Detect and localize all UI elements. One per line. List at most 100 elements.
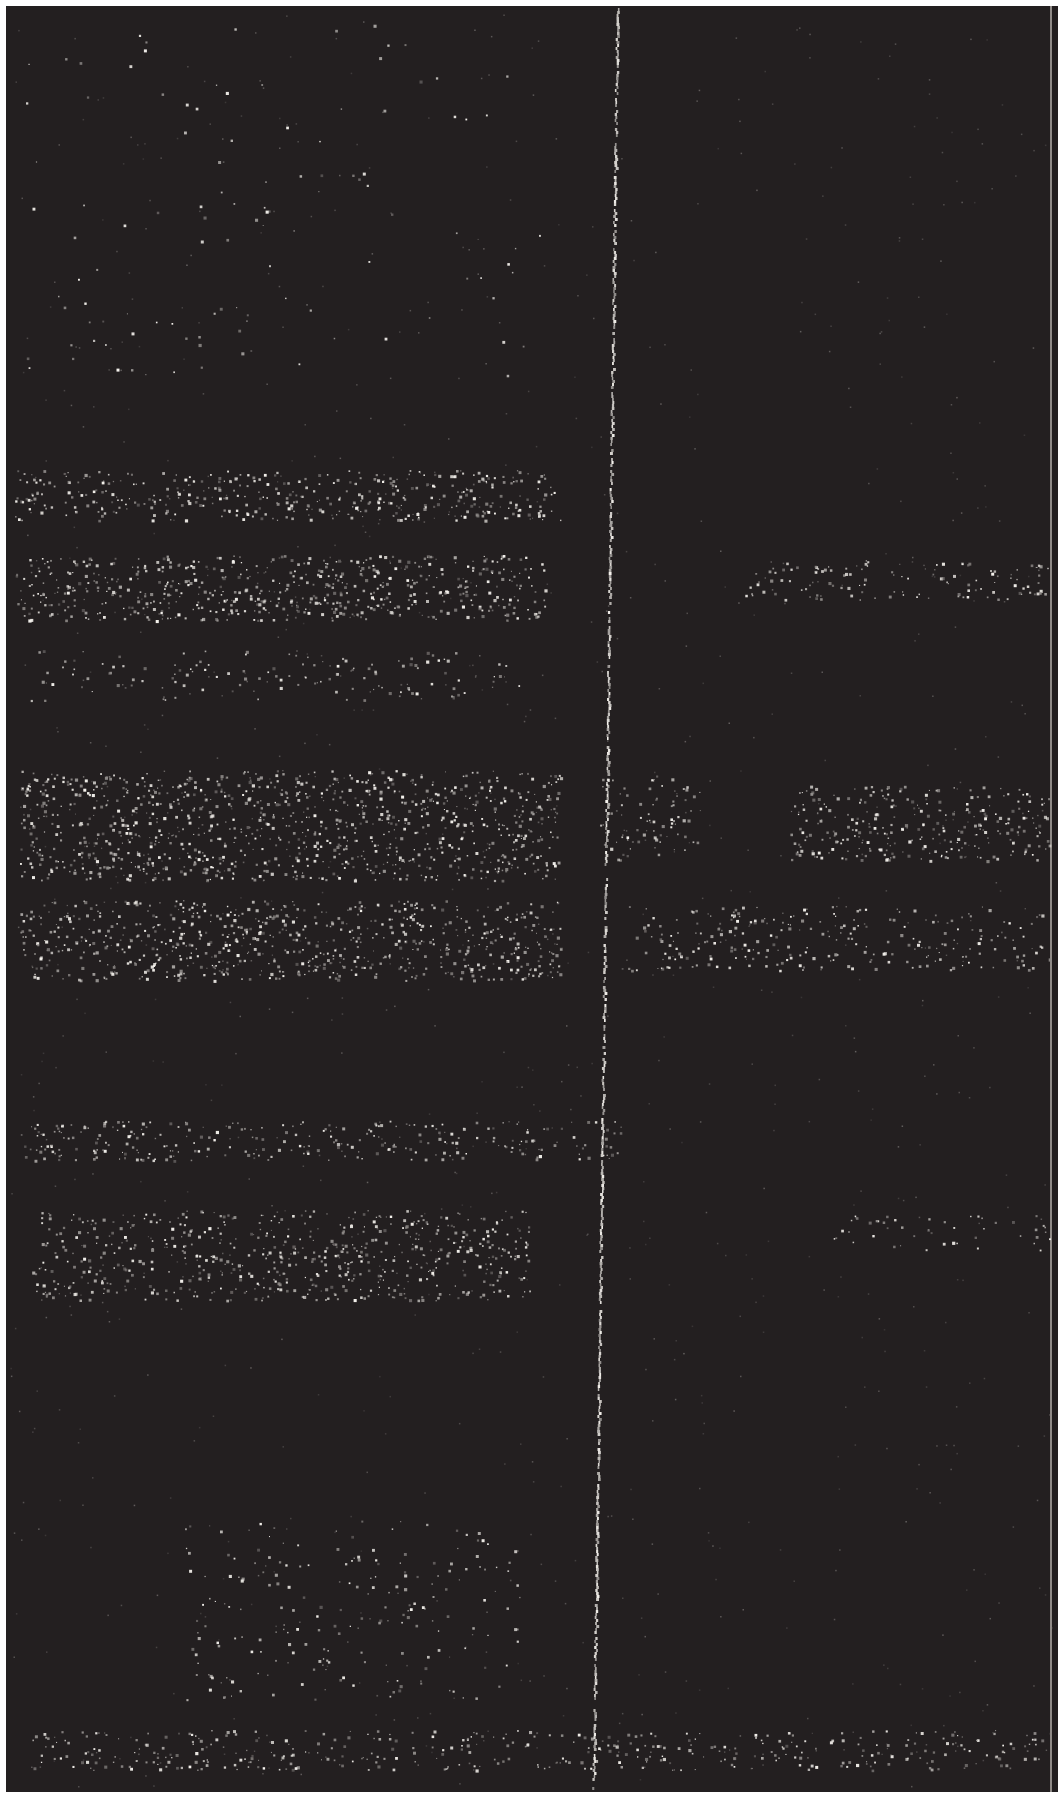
speckle-dot <box>507 1757 511 1761</box>
speckle-dot <box>816 812 819 815</box>
speckle-dot <box>268 977 271 980</box>
speckle-dot <box>305 486 308 490</box>
speckle-dot <box>192 962 195 964</box>
speckle-dot <box>140 803 143 806</box>
speckle-dot <box>302 1121 304 1124</box>
speckle-dot <box>367 502 370 505</box>
speckle-dot <box>73 506 77 509</box>
speckle-dot <box>64 501 67 504</box>
speckle-dot <box>247 907 251 912</box>
speckle-dot <box>834 832 838 836</box>
speckle-dot <box>451 789 453 792</box>
speckle-dot <box>172 930 175 933</box>
speckle-dot <box>389 477 392 480</box>
speckle-dot <box>862 820 865 823</box>
speckle-dot <box>107 587 111 590</box>
speckle-dot <box>44 781 46 783</box>
speckle-dot <box>325 788 329 791</box>
speckle-dot <box>458 857 461 861</box>
speckle-dot <box>226 936 229 938</box>
speckle-dot <box>840 1764 843 1768</box>
speckle-dot <box>36 1283 39 1286</box>
speckle-dot <box>339 591 343 595</box>
speckle-dot <box>890 805 894 809</box>
speckle-dot <box>620 804 623 807</box>
speckle-dot <box>616 1152 619 1155</box>
speckle-dot <box>270 1229 272 1231</box>
speckle-dot <box>891 799 894 802</box>
speckle-dot <box>154 1158 156 1161</box>
speckle-dot <box>836 797 840 801</box>
speckle-dot <box>416 907 418 909</box>
speckle-dot <box>156 818 158 820</box>
speckle-dot <box>112 830 115 832</box>
speckle-dot <box>535 615 539 619</box>
speckle-dot <box>35 780 38 782</box>
speckle-dot <box>356 946 359 949</box>
speckle-dot <box>97 929 101 933</box>
speckle-dot <box>186 957 188 960</box>
speckle-dot <box>171 835 173 837</box>
speckle-dot <box>174 513 177 516</box>
speckle-dot <box>231 690 234 693</box>
speckle-dot <box>138 1259 142 1264</box>
speckle-dot <box>118 655 121 659</box>
speckle-dot <box>692 950 695 953</box>
speckle-dot <box>542 519 544 521</box>
speckle-dot <box>156 948 159 951</box>
speckle-dot <box>333 1243 336 1246</box>
speckle-dot <box>521 1152 525 1156</box>
speckle-dot <box>406 478 409 480</box>
speckle-dot <box>165 1298 168 1301</box>
speckle-dot <box>657 853 661 857</box>
speckle-dot <box>36 491 39 494</box>
speckle-dot <box>279 1251 282 1254</box>
speckle-dot <box>129 832 133 836</box>
speckle-dot <box>191 1733 194 1736</box>
speckle-dot <box>984 817 987 821</box>
speckle-dot <box>43 483 46 486</box>
speckle-dot <box>390 904 393 907</box>
speckle-dot <box>189 484 191 486</box>
speckle-dot <box>63 472 66 475</box>
speckle-dot <box>928 946 931 949</box>
speckle-dot <box>471 604 474 606</box>
speckle-dot <box>450 1224 453 1227</box>
speckle-dot <box>183 1224 186 1227</box>
speckle-dot <box>345 698 348 701</box>
speckle-dot <box>246 1749 248 1752</box>
speckle-dot <box>35 1273 38 1276</box>
speckle-dot <box>175 589 178 592</box>
speckle-dot <box>456 909 459 911</box>
speckle-dot <box>87 792 90 795</box>
speckle-dot <box>774 592 777 596</box>
speckle-dot <box>644 1766 646 1768</box>
speckle-dot <box>53 777 56 780</box>
speckle-dot <box>333 591 337 595</box>
speckle-dot <box>155 916 158 918</box>
speckle-dot <box>809 596 811 598</box>
speckle-dot <box>41 1243 45 1247</box>
speckle-dot <box>912 937 915 940</box>
speckle-dot <box>74 1292 78 1296</box>
speckle-dot <box>384 1142 386 1144</box>
speckle-dot <box>911 966 914 969</box>
speckle-dot <box>165 1756 167 1759</box>
speckle-dot <box>260 619 263 622</box>
speckle-dot <box>403 1293 406 1295</box>
speckle-dot <box>155 954 158 957</box>
speckle-dot <box>449 864 453 868</box>
speckle-dot <box>304 1210 307 1212</box>
speckle-dot <box>253 878 257 882</box>
speckle-dot <box>370 920 372 922</box>
speckle-dot <box>175 835 178 838</box>
speckle-dot <box>197 915 201 919</box>
speckle-dot <box>261 828 263 830</box>
speckle-dot <box>514 858 516 860</box>
speckle-dot <box>936 564 938 566</box>
speckle-dot <box>367 960 369 962</box>
speckle-dot <box>882 827 884 829</box>
speckle-dot <box>174 616 177 619</box>
speckle-dot <box>93 572 95 575</box>
speckle-dot <box>835 840 838 844</box>
